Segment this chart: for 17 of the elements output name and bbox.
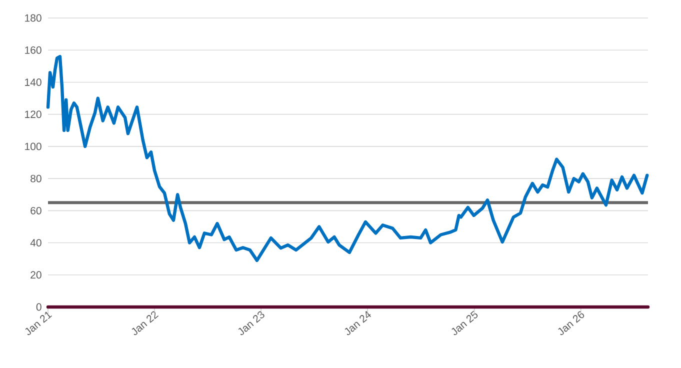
line-series <box>46 54 649 262</box>
x-tick-label: Jan 26 <box>558 311 584 336</box>
y-tick-label: 180 <box>25 14 42 22</box>
y-tick-label: 20 <box>30 271 42 279</box>
y-tick-label: 160 <box>25 46 42 54</box>
y-tick-label: 120 <box>25 110 42 118</box>
x-tick-label: Jan 22 <box>132 311 159 336</box>
x-tick-label: Jan 24 <box>344 311 371 336</box>
y-tick-label: 140 <box>25 78 42 86</box>
y-tick-label: 40 <box>30 239 42 247</box>
y-tick-label: 100 <box>25 142 42 150</box>
x-tick-label: Jan 23 <box>238 311 264 336</box>
x-tick-label: Jan 21 <box>25 312 52 336</box>
y-tick-label: 0 <box>36 303 42 311</box>
x-tick-label: Jan 25 <box>452 310 478 336</box>
y-tick-label: 60 <box>30 206 42 214</box>
y-tick-label: 80 <box>30 174 42 182</box>
